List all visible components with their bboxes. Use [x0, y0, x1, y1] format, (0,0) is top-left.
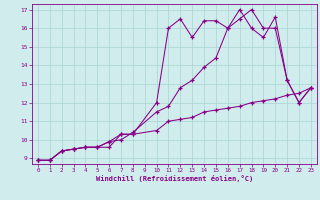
X-axis label: Windchill (Refroidissement éolien,°C): Windchill (Refroidissement éolien,°C): [96, 175, 253, 182]
